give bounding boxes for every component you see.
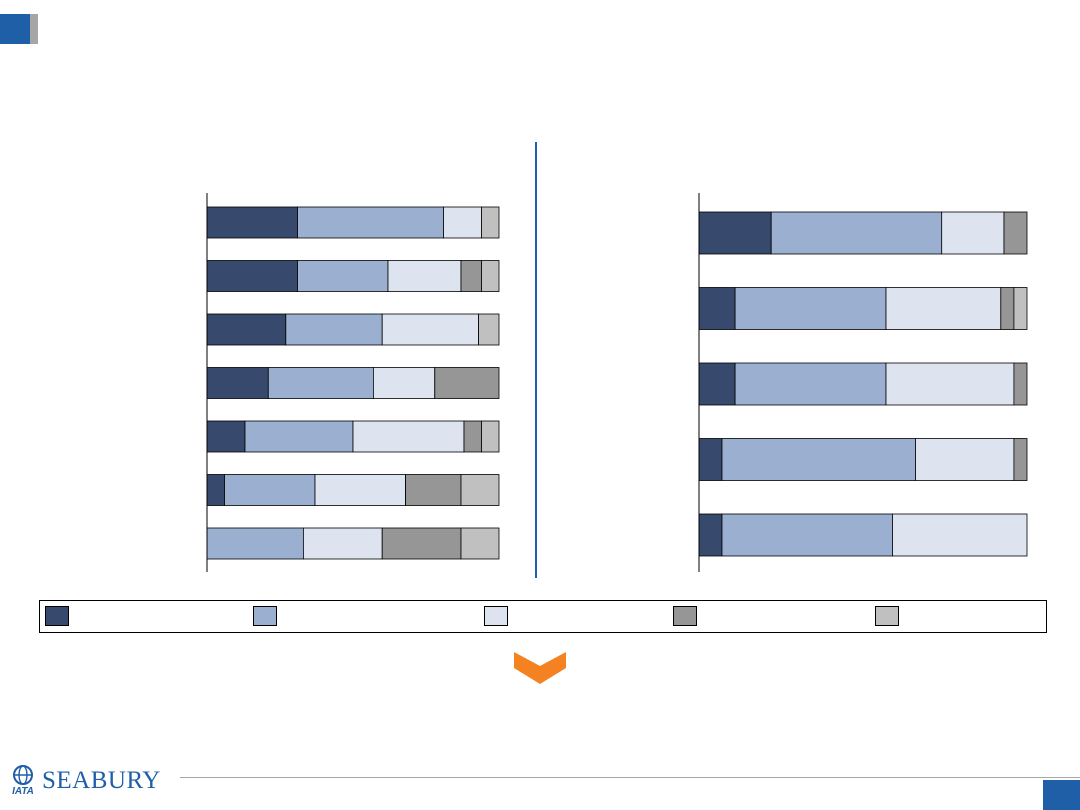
- bar-4-segment-2: [721, 438, 916, 481]
- bar-4-segment-1: [698, 438, 723, 481]
- bar-2-segment-5: [1013, 287, 1028, 330]
- bar-7-segment-2: [206, 527, 304, 560]
- bar-2-segment-5: [481, 260, 500, 292]
- corner-mark-blue: [0, 14, 30, 44]
- legend-swatch-5: [875, 606, 899, 626]
- bar-3-segment-2: [285, 313, 383, 346]
- bar-2-segment-4: [1000, 287, 1015, 330]
- legend-swatch-1: [45, 606, 69, 626]
- chart-left-svg: [206, 193, 500, 572]
- iata-globe-icon: IATA: [12, 765, 34, 796]
- bar-2-segment-3: [387, 260, 462, 292]
- bar-3-segment-3: [885, 362, 1015, 406]
- legend-item-2: [253, 606, 283, 626]
- bar-6-segment-3: [314, 474, 406, 506]
- right-stacked-bar-chart: [698, 193, 1028, 572]
- seabury-logo: IATA SEABURY: [4, 764, 161, 796]
- legend-item-1: [45, 606, 75, 626]
- bar-4-segment-3: [915, 438, 1015, 481]
- bar-1-segment-2: [770, 211, 943, 255]
- bar-5-segment-3: [352, 420, 465, 453]
- bar-1-segment-4: [1003, 211, 1028, 255]
- bar-2-segment-3: [885, 287, 1002, 330]
- bar-2-segment-2: [734, 287, 887, 330]
- corner-mark: [0, 14, 38, 44]
- bar-5-segment-2: [244, 420, 354, 453]
- bar-4-segment-4: [434, 367, 500, 399]
- bar-7-segment-5: [460, 527, 500, 560]
- bar-1-segment-3: [941, 211, 1005, 255]
- seabury-logo-text: SEABURY: [42, 766, 161, 794]
- chart-right-svg: [698, 193, 1028, 572]
- bar-4-segment-4: [1013, 438, 1028, 481]
- bar-2-segment-2: [297, 260, 389, 292]
- bar-5-segment-1: [206, 420, 246, 453]
- chevron-down-icon: [514, 652, 566, 684]
- bar-3-segment-4: [1013, 362, 1028, 406]
- bar-6-segment-4: [405, 474, 462, 506]
- bar-3-segment-1: [698, 362, 736, 406]
- bar-7-segment-3: [302, 527, 383, 560]
- footer-rule: [180, 777, 1080, 778]
- bar-2-segment-1: [698, 287, 736, 330]
- page-number-box: [1043, 780, 1080, 810]
- bar-1-segment-1: [698, 211, 772, 255]
- panel-divider: [535, 142, 537, 578]
- bar-6-segment-5: [460, 474, 500, 506]
- bar-3-segment-5: [478, 313, 500, 346]
- bar-3-segment-2: [734, 362, 887, 406]
- bar-1-segment-5: [481, 206, 500, 239]
- legend-item-3: [484, 606, 514, 626]
- bar-3-segment-1: [206, 313, 287, 346]
- legend-swatch-4: [673, 606, 697, 626]
- bar-4-segment-2: [267, 367, 374, 399]
- bar-6-segment-2: [224, 474, 316, 506]
- bar-5-segment-3: [892, 513, 1028, 557]
- corner-mark-grey: [30, 14, 38, 44]
- bar-5-segment-1: [698, 513, 723, 557]
- bar-5-segment-5: [481, 420, 500, 453]
- legend-swatch-2: [253, 606, 277, 626]
- bar-4-segment-3: [372, 367, 436, 399]
- legend-item-5: [875, 606, 905, 626]
- iata-mark-text: IATA: [12, 786, 34, 796]
- legend: [39, 600, 1047, 633]
- legend-item-4: [673, 606, 703, 626]
- bar-5-segment-2: [721, 513, 894, 557]
- bar-1-segment-1: [206, 206, 298, 239]
- bar-1-segment-3: [443, 206, 482, 239]
- legend-swatch-3: [484, 606, 508, 626]
- left-stacked-bar-chart: [206, 193, 500, 572]
